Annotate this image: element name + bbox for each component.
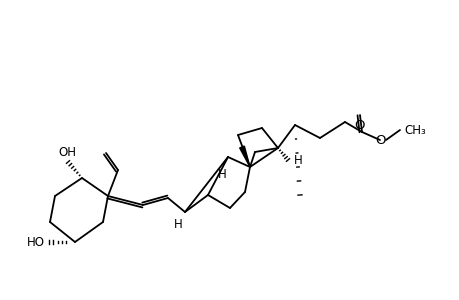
Text: H: H: [293, 154, 302, 166]
Text: H: H: [217, 169, 226, 182]
Polygon shape: [239, 146, 249, 167]
Text: H: H: [173, 218, 182, 232]
Text: O: O: [375, 134, 386, 146]
Text: HO: HO: [27, 236, 45, 248]
Text: CH₃: CH₃: [403, 124, 425, 136]
Text: OH: OH: [58, 146, 76, 159]
Text: O: O: [354, 119, 364, 132]
